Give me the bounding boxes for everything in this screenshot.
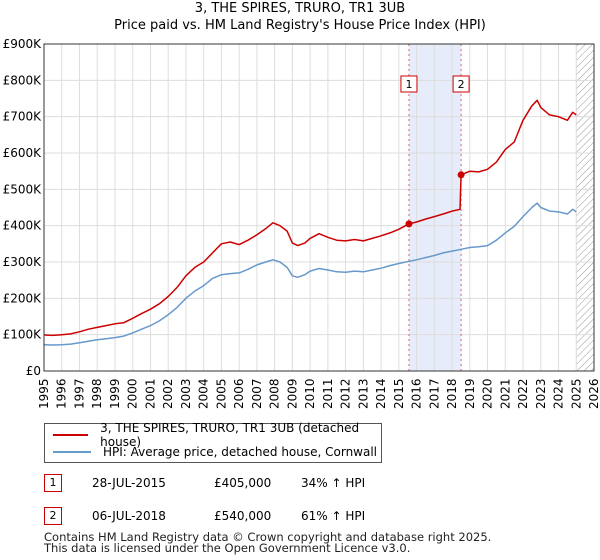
x-tick-label: 2003 xyxy=(179,378,193,409)
x-tick-label: 2002 xyxy=(161,378,175,409)
y-tick-label: £900K xyxy=(3,37,43,51)
legend-swatch-property xyxy=(53,434,89,436)
y-tick-label: £800K xyxy=(3,73,43,87)
x-tick-label: 2022 xyxy=(516,378,530,409)
y-tick-label: £700K xyxy=(3,110,43,124)
x-tick-label: 2007 xyxy=(250,378,264,409)
footer-licence: This data is licensed under the Open Gov… xyxy=(44,541,411,555)
x-tick-label: 2019 xyxy=(463,378,477,409)
transaction-price: £540,000 xyxy=(214,509,272,523)
transaction-badge: 2 xyxy=(44,507,62,525)
hpi-line xyxy=(43,202,577,346)
x-tick-label: 2026 xyxy=(587,378,600,409)
plot-frame xyxy=(43,43,595,372)
x-tick-label: 2006 xyxy=(232,378,246,409)
legend-swatch-hpi xyxy=(53,451,91,453)
transaction-price: £405,000 xyxy=(214,476,272,490)
footer: Contains HM Land Registry data © Crown c… xyxy=(44,530,492,555)
x-tick-label: 2024 xyxy=(552,378,566,409)
legend-label-property: 3, THE SPIRES, TRURO, TR1 3UB (detached … xyxy=(100,421,360,449)
x-tick-label: 2010 xyxy=(303,378,317,409)
x-tick-label: 2011 xyxy=(321,378,335,409)
legend: 3, THE SPIRES, TRURO, TR1 3UB (detached … xyxy=(44,421,382,463)
legend-entry-hpi: HPI: Average price, detached house, Corn… xyxy=(53,444,377,460)
x-tick-label: 2014 xyxy=(374,378,388,409)
plot-area: 1 2 £0 £100K £200K £300K £400K £500K £600K £700K £… xyxy=(3,37,600,409)
marker-box-1 xyxy=(400,75,418,93)
footer-copyright: Contains HM Land Registry data © Crown c… xyxy=(44,530,492,544)
price-chart: 3, THE SPIRES, TRURO, TR1 3UB Price paid… xyxy=(3,1,600,409)
x-tick-label: 1996 xyxy=(55,378,69,409)
transaction-date: 28-JUL-2015 xyxy=(92,476,166,490)
legend-label-hpi: HPI: Average price, detached house, Corn… xyxy=(103,445,378,459)
y-tick-label: £200K xyxy=(3,291,43,305)
chart-subtitle: Price paid vs. HM Land Registry's House … xyxy=(114,18,486,33)
transaction-badge: 1 xyxy=(44,474,62,492)
marker-label-2: 2 xyxy=(458,78,465,91)
x-tick-label: 2025 xyxy=(569,378,583,409)
y-tick-label: £400K xyxy=(3,219,43,233)
x-tick-label: 1997 xyxy=(72,378,86,409)
x-tick-label: 2017 xyxy=(427,378,441,409)
x-tick-label: 2012 xyxy=(339,378,353,409)
x-tick-label: 2008 xyxy=(268,378,282,409)
x-tick-label: 1999 xyxy=(108,378,122,409)
x-tick-label: 1998 xyxy=(90,378,104,409)
x-tick-label: 2015 xyxy=(392,378,406,409)
property-price-line xyxy=(43,99,577,337)
chart-title: 3, THE SPIRES, TRURO, TR1 3UB xyxy=(195,1,405,16)
x-tick-label: 2004 xyxy=(197,378,211,409)
x-tick-label: 2021 xyxy=(498,378,512,409)
x-tick-label: 2020 xyxy=(481,378,495,409)
x-tick-label: 2013 xyxy=(356,378,370,409)
marker-label-1: 1 xyxy=(405,78,412,91)
y-tick-label: £0 xyxy=(26,364,41,378)
transaction-hpi-change: 61% ↑ HPI xyxy=(301,509,366,523)
sale-point-2 xyxy=(457,171,465,179)
x-tick-label: 2005 xyxy=(214,378,228,409)
x-tick-label: 2016 xyxy=(410,378,424,409)
y-tick-label: £500K xyxy=(3,182,43,196)
forecast-hatch xyxy=(576,44,594,371)
x-tick-label: 1995 xyxy=(37,378,51,409)
x-tick-label: 2018 xyxy=(445,378,459,409)
x-tick-label: 2023 xyxy=(534,378,548,409)
sale-point-1 xyxy=(405,220,413,228)
y-tick-label: £600K xyxy=(3,146,43,160)
legend-entry-property: 3, THE SPIRES, TRURO, TR1 3UB (detached … xyxy=(53,421,381,449)
y-tick-label: £100K xyxy=(3,328,43,342)
x-tick-label: 2009 xyxy=(285,378,299,409)
x-tick-label: 2000 xyxy=(126,378,140,409)
y-tick-label: £300K xyxy=(3,255,43,269)
transaction-hpi-change: 34% ↑ HPI xyxy=(301,476,366,490)
transaction-date: 06-JUL-2018 xyxy=(92,509,166,523)
marker-box-2 xyxy=(452,75,470,93)
x-tick-label: 2001 xyxy=(143,378,157,409)
